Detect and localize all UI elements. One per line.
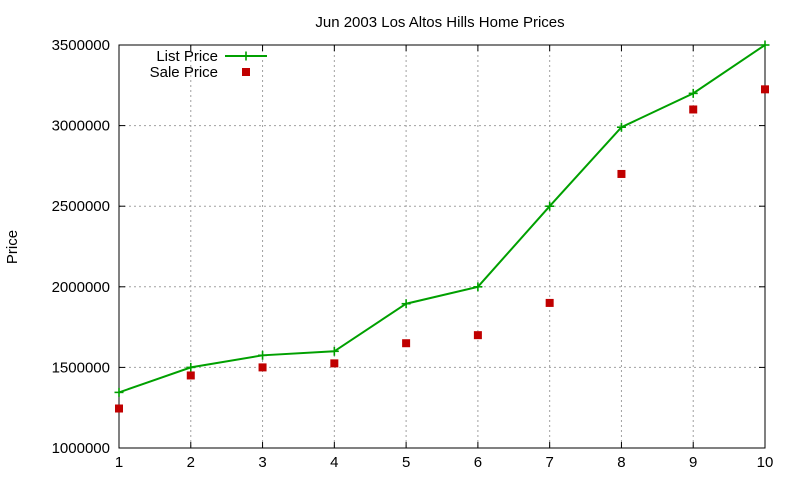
x-tick-label: 1 (115, 454, 123, 471)
sale-price-point (689, 105, 698, 114)
legend-entry-sale-price: Sale Price (150, 64, 250, 81)
series-layer (114, 40, 770, 413)
y-tick-label: 1500000 (52, 359, 110, 376)
chart-title: Jun 2003 Los Altos Hills Home Prices (315, 14, 564, 31)
sale-price-point (258, 363, 267, 372)
sale-price-point (115, 404, 123, 413)
x-tick-label: 5 (402, 454, 410, 471)
list-price-point (186, 362, 196, 372)
legend-entry-list-price: List Price (156, 48, 267, 65)
grid (119, 45, 765, 448)
list-price-point (760, 40, 770, 50)
x-tick-label: 10 (757, 454, 774, 471)
x-tick-label: 2 (187, 454, 195, 471)
list-price-point (401, 299, 411, 309)
series-list-price (114, 40, 770, 397)
legend-marker (242, 68, 250, 76)
list-price-point (545, 201, 555, 211)
sale-price-point (402, 339, 411, 348)
sale-price-point (330, 359, 339, 368)
list-price-line (118, 44, 766, 394)
list-price-point (114, 387, 124, 397)
y-tick-label: 1000000 (52, 440, 110, 457)
y-tick-label: 3500000 (52, 37, 110, 54)
list-price-point (688, 88, 698, 98)
x-tick-label: 4 (330, 454, 338, 471)
sale-price-point (761, 85, 769, 94)
series-sale-price (115, 85, 769, 413)
list-price-point (329, 346, 339, 356)
y-axis-label: Price (4, 230, 21, 264)
y-tick-label: 3000000 (52, 118, 110, 135)
list-price-point (473, 282, 483, 292)
plot-border (118, 44, 766, 449)
x-tick-label: 7 (545, 454, 553, 471)
legend-label: Sale Price (150, 64, 218, 81)
x-tick-label: 6 (474, 454, 482, 471)
list-price-point (616, 122, 626, 132)
y-tick-label: 2500000 (52, 198, 110, 215)
sale-price-point (473, 331, 482, 340)
x-tick-label: 8 (617, 454, 625, 471)
y-tick-label: 2000000 (52, 279, 110, 296)
sale-price-point (186, 371, 195, 380)
legend-label: List Price (156, 48, 218, 65)
list-price-point (258, 350, 268, 360)
x-tick-label: 9 (689, 454, 697, 471)
legend-marker (241, 51, 251, 61)
sale-price-point (545, 298, 554, 307)
axes: 1 2 3 4 5 6 7 8 9 10 1000000 1500000 2000000 2500000 3… (52, 37, 774, 471)
x-tick-label: 3 (258, 454, 266, 471)
sale-price-point (617, 169, 626, 178)
